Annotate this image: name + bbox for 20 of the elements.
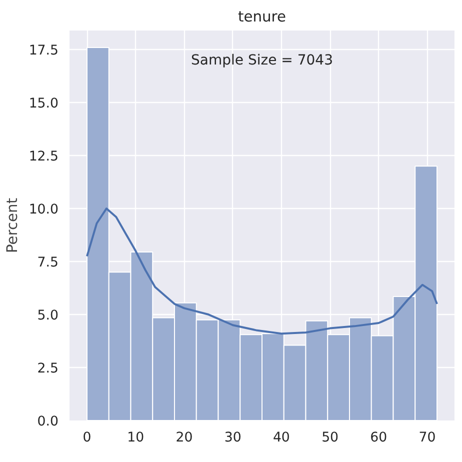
x-tick-label: 10 bbox=[127, 430, 144, 446]
annotation: Sample Size = 7043 bbox=[191, 52, 333, 68]
y-tick-label: 10.0 bbox=[28, 202, 59, 218]
y-tick-label: 12.5 bbox=[28, 150, 59, 165]
y-axis-title: Percent bbox=[4, 198, 21, 254]
x-tick-label: 50 bbox=[322, 430, 339, 446]
y-tick-label: 2.5 bbox=[37, 362, 59, 377]
x-tick-label: 0 bbox=[82, 430, 92, 446]
x-tick-label: 70 bbox=[418, 430, 436, 446]
y-tick-label: 7.5 bbox=[37, 256, 59, 271]
y-tick-label: 5.0 bbox=[37, 308, 59, 324]
y-tick-label: 0.0 bbox=[37, 414, 59, 430]
chart-title: tenure bbox=[238, 8, 286, 26]
line-series bbox=[86, 208, 438, 335]
x-tick-label: 60 bbox=[370, 430, 388, 446]
x-tick-label: 30 bbox=[224, 430, 242, 446]
x-tick-label: 20 bbox=[176, 430, 193, 446]
y-tick-label: 17.5 bbox=[28, 44, 59, 59]
y-tick-label: 15.0 bbox=[28, 96, 59, 112]
x-tick-label: 40 bbox=[272, 430, 290, 446]
